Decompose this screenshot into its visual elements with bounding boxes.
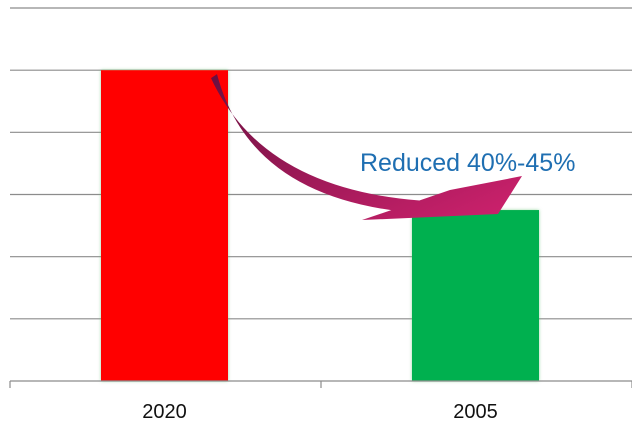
x-axis: 2020 2005 bbox=[9, 380, 632, 423]
x-tick-label: 2005 bbox=[453, 401, 498, 423]
bar-2020 bbox=[101, 70, 228, 382]
annotation: Reduced 40%-45% bbox=[211, 74, 575, 221]
bar-2005 bbox=[412, 210, 539, 381]
annotation-label: Reduced 40%-45% bbox=[360, 149, 575, 177]
x-tick-label: 2020 bbox=[142, 401, 187, 423]
bars bbox=[101, 70, 539, 382]
reduction-arrow-icon bbox=[211, 74, 522, 221]
